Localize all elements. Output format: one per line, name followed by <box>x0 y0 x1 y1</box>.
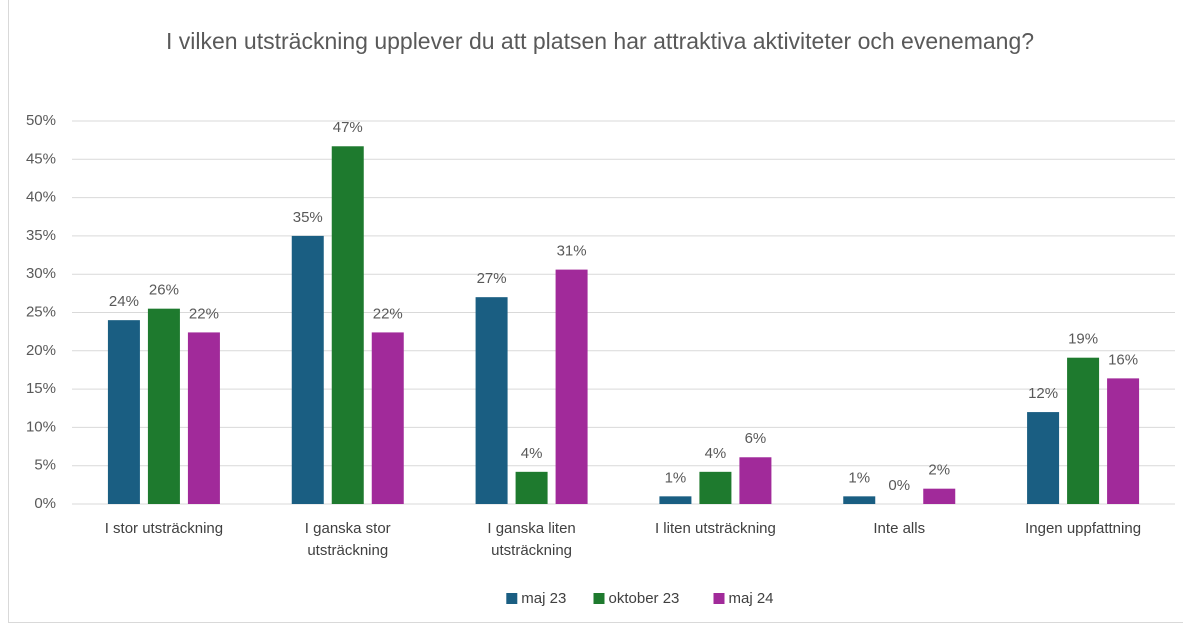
y-tick-label: 35% <box>26 227 56 244</box>
data-label: 31% <box>557 243 587 260</box>
data-label: 6% <box>745 430 767 447</box>
y-tick-label: 25% <box>26 303 56 320</box>
data-label: 1% <box>848 469 870 486</box>
legend-label: oktober 23 <box>609 590 680 607</box>
legend-label: maj 24 <box>729 590 774 607</box>
legend-swatch <box>506 593 518 604</box>
data-label: 2% <box>928 462 950 479</box>
x-tick-label: I liten utsträckning <box>654 520 776 537</box>
bar <box>699 471 732 504</box>
bar <box>739 457 772 504</box>
data-label: 22% <box>189 305 219 322</box>
data-label: 35% <box>293 209 323 226</box>
y-tick-label: 20% <box>26 342 56 359</box>
legend-label: maj 23 <box>521 590 566 607</box>
bar <box>555 269 588 504</box>
x-tick-label: Inte alls <box>873 520 926 537</box>
data-label: 1% <box>665 469 687 486</box>
x-tick-label: I ganska liten utsträckning <box>487 520 576 559</box>
x-tick-label: Ingen uppfattning <box>1025 520 1142 537</box>
bar <box>187 332 220 504</box>
x-tick-label: I stor utsträckning <box>104 520 224 537</box>
data-label: 26% <box>149 282 179 299</box>
bar <box>107 320 140 504</box>
y-tick-label: 40% <box>26 189 56 206</box>
y-tick-label: 50% <box>26 112 56 129</box>
data-label: 19% <box>1068 331 1098 348</box>
data-label: 4% <box>521 445 543 462</box>
data-label: 22% <box>373 305 403 322</box>
y-tick-label: 5% <box>34 457 56 474</box>
chart-title: I vilken utsträckning upplever du att pl… <box>165 28 1035 54</box>
x-tick-label: I ganska stor utsträckning <box>304 520 391 559</box>
data-label: 47% <box>333 119 363 136</box>
data-label: 4% <box>705 445 727 462</box>
y-tick-label: 10% <box>26 418 56 435</box>
bar <box>843 496 876 504</box>
data-label: 27% <box>477 270 507 287</box>
bar <box>1067 357 1100 504</box>
data-label: 12% <box>1028 385 1058 402</box>
chart-frame <box>8 0 1183 623</box>
data-label: 24% <box>109 293 139 310</box>
bar <box>923 488 956 504</box>
data-label: 0% <box>888 477 910 494</box>
legend-swatch <box>593 593 605 604</box>
y-tick-label: 30% <box>26 265 56 282</box>
bar <box>475 297 508 504</box>
bar <box>1107 378 1140 504</box>
bar <box>147 308 180 504</box>
y-tick-label: 15% <box>26 380 56 397</box>
bar <box>1027 412 1060 504</box>
bar <box>371 332 404 504</box>
bar <box>659 496 692 504</box>
data-label: 16% <box>1108 351 1138 368</box>
bar <box>515 471 548 504</box>
legend-swatch <box>713 593 725 604</box>
y-tick-label: 45% <box>26 150 56 167</box>
bar <box>291 235 324 504</box>
bar <box>331 146 364 504</box>
y-tick-label: 0% <box>34 495 56 512</box>
